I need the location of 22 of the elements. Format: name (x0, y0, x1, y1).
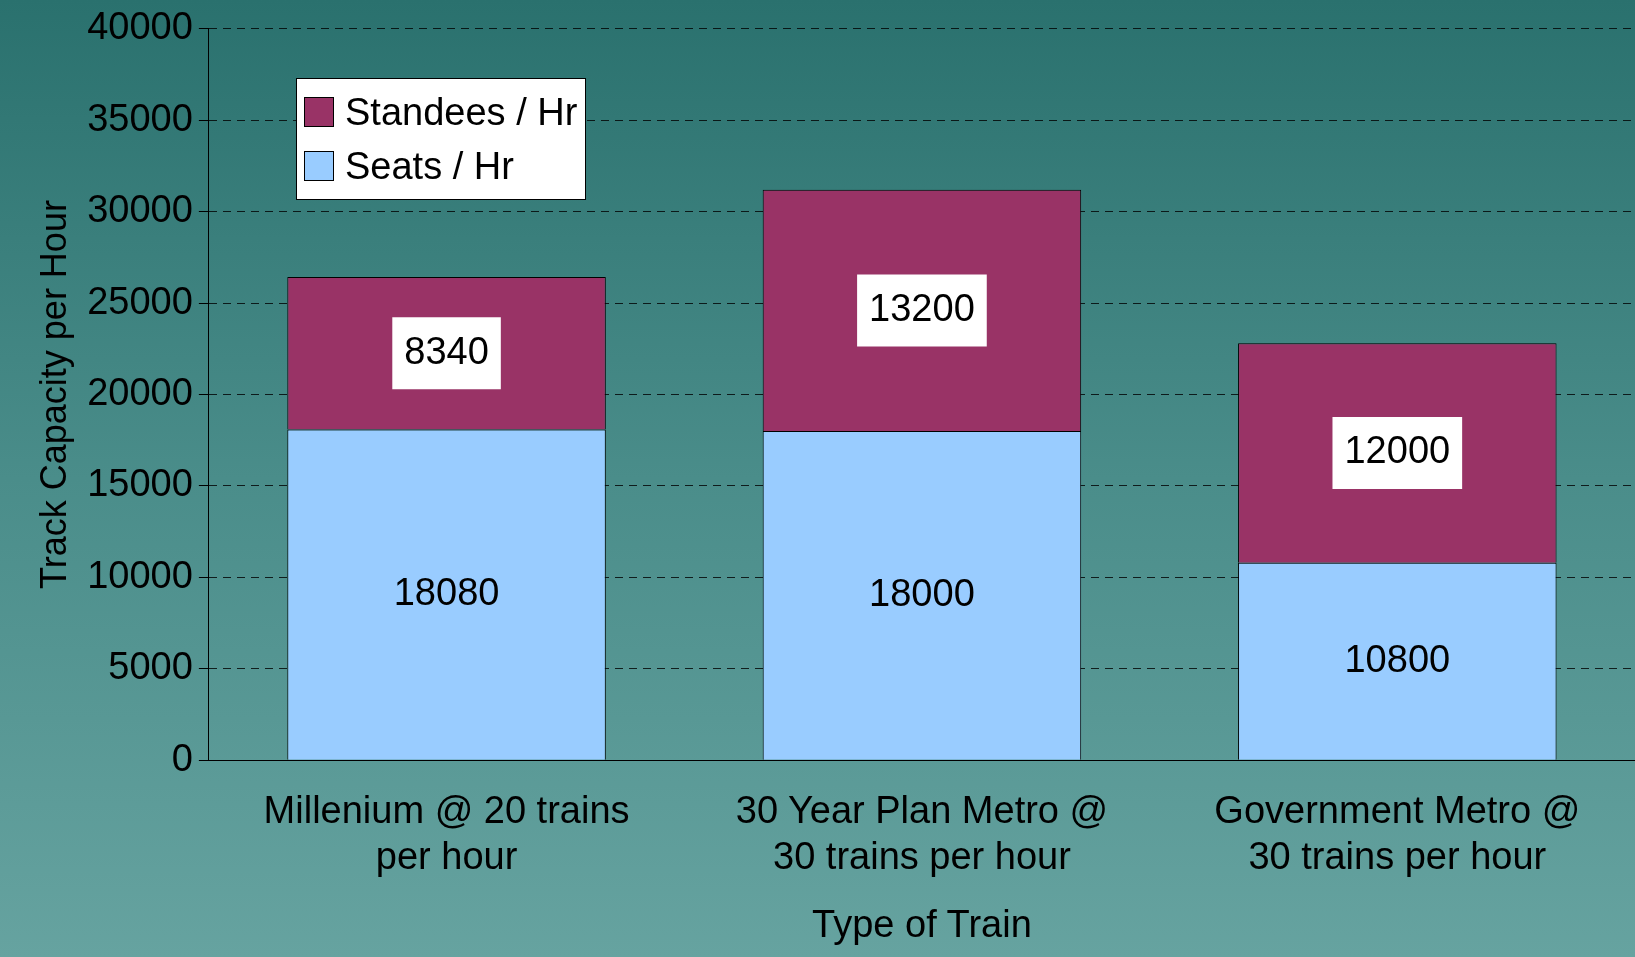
y-tick-label: 20000 (87, 370, 193, 413)
data-label: 10800 (1344, 637, 1451, 680)
y-tick-label: 0 (171, 736, 193, 779)
y-tick-label: 30000 (87, 188, 193, 231)
y-tick-label: 25000 (87, 279, 193, 322)
data-label: 12000 (1344, 429, 1451, 472)
y-tick-label: 35000 (87, 96, 193, 139)
x-axis-title: Type of Train (812, 902, 1032, 945)
x-tick-label: Government Metro @ 30 trains per hour (1214, 789, 1581, 878)
legend-label: Seats / Hr (345, 144, 514, 189)
x-tick-label: Millenium @ 20 trains per hour (263, 789, 630, 878)
data-label: 18080 (393, 571, 500, 614)
y-tick-label: 10000 (87, 553, 193, 596)
data-label: 13200 (869, 286, 975, 329)
data-label: 18000 (869, 571, 975, 614)
x-tick-label: 30 Year Plan Metro @ 30 trains per hour (735, 789, 1109, 878)
data-label: 8340 (404, 329, 489, 372)
y-tick-label: 15000 (87, 462, 193, 505)
y-tick-label: 5000 (108, 645, 193, 688)
legend-label: Standees / Hr (345, 90, 578, 135)
y-tick-label: 40000 (87, 5, 193, 48)
y-axis-title: Track Capacity per Hour (32, 200, 74, 589)
